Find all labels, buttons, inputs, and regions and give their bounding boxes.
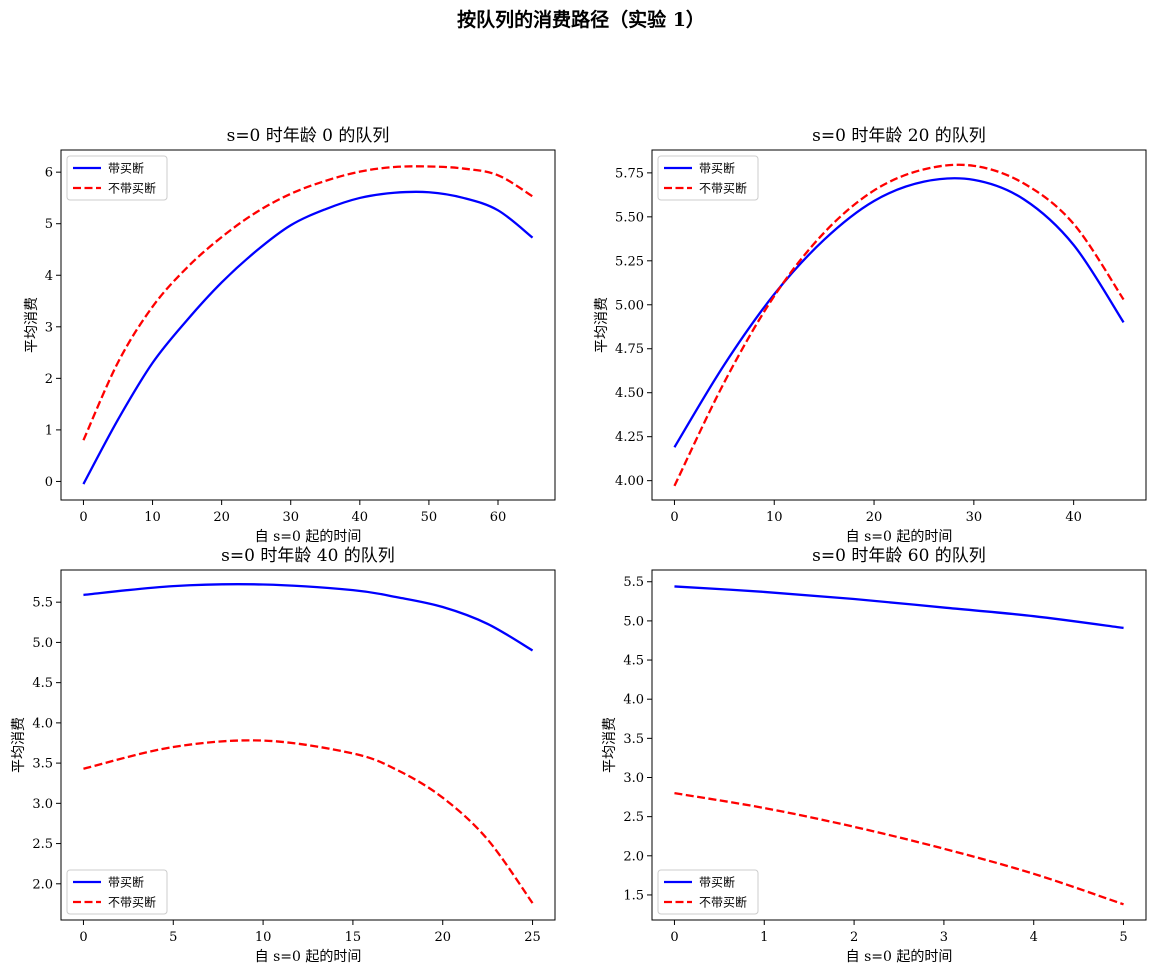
chart-panel: s=0 时年龄 0 的队列 0 10 20 30 40 50 60 0 1 2 3 4 5 6 自 s=0 起… bbox=[24, 126, 556, 545]
y-axis-label: 平均消费 bbox=[11, 717, 27, 773]
x-tick-label: 3 bbox=[940, 930, 948, 945]
x-tick-label: 4 bbox=[1030, 930, 1038, 945]
x-tick-label: 40 bbox=[352, 510, 369, 525]
plot-frame bbox=[651, 569, 1147, 921]
legend-label: 不带买断 bbox=[108, 895, 156, 910]
series-line-with-buyout bbox=[83, 583, 534, 652]
plot-frame bbox=[60, 569, 556, 921]
series-line-without-buyout bbox=[673, 163, 1125, 487]
y-tick-label: 5.0 bbox=[32, 636, 53, 651]
y-tick-label: 4.75 bbox=[615, 342, 644, 357]
y-axis-label: 平均消费 bbox=[602, 717, 618, 773]
y-tick-label: 4.0 bbox=[32, 716, 53, 731]
y-tick-label: 4.5 bbox=[32, 676, 53, 691]
y-axis-label: 平均消费 bbox=[24, 297, 40, 353]
x-tick-label: 5 bbox=[1119, 930, 1127, 945]
legend-label: 不带买断 bbox=[699, 895, 747, 910]
y-tick-label: 2.5 bbox=[623, 810, 644, 825]
x-tick-label: 5 bbox=[169, 930, 177, 945]
x-tick-label: 20 bbox=[866, 510, 883, 525]
x-tick-label: 50 bbox=[421, 510, 438, 525]
y-tick-label: 3.0 bbox=[32, 797, 53, 812]
y-tick-label: 0 bbox=[45, 475, 53, 490]
y-tick-label: 3.0 bbox=[623, 771, 644, 786]
x-axis-label: 自 s=0 起的时间 bbox=[846, 529, 953, 545]
x-tick-label: 40 bbox=[1065, 510, 1082, 525]
x-tick-label: 0 bbox=[79, 510, 87, 525]
panel-title: s=0 时年龄 60 的队列 bbox=[812, 546, 986, 566]
legend-label: 带买断 bbox=[108, 161, 144, 176]
y-tick-label: 5.75 bbox=[615, 166, 644, 181]
y-tick-label: 4.25 bbox=[615, 430, 644, 445]
legend-label: 带买断 bbox=[699, 875, 735, 890]
plot-frame bbox=[60, 149, 556, 501]
y-tick-label: 1.5 bbox=[623, 888, 644, 903]
y-tick-label: 5.0 bbox=[623, 614, 644, 629]
y-tick-label: 4.5 bbox=[623, 654, 644, 669]
x-tick-label: 20 bbox=[213, 510, 230, 525]
panel-title: s=0 时年龄 20 的队列 bbox=[812, 126, 986, 146]
x-tick-label: 15 bbox=[345, 930, 362, 945]
legend-label: 带买断 bbox=[699, 161, 735, 176]
series-line-with-buyout bbox=[674, 585, 1124, 630]
y-tick-label: 4.0 bbox=[623, 693, 644, 708]
panel-title: s=0 时年龄 40 的队列 bbox=[221, 546, 395, 566]
x-tick-label: 0 bbox=[670, 510, 678, 525]
x-tick-label: 20 bbox=[434, 930, 451, 945]
y-tick-label: 5.50 bbox=[615, 210, 644, 225]
series-line-without-buyout bbox=[83, 739, 534, 904]
x-axis-label: 自 s=0 起的时间 bbox=[255, 949, 362, 965]
y-tick-label: 1 bbox=[45, 423, 53, 438]
y-tick-label: 5.25 bbox=[615, 254, 644, 269]
x-tick-label: 2 bbox=[850, 930, 858, 945]
panel-title: s=0 时年龄 0 的队列 bbox=[227, 126, 390, 146]
series-line-with-buyout bbox=[673, 177, 1125, 448]
plot-frame bbox=[651, 149, 1147, 501]
y-tick-label: 5.00 bbox=[615, 298, 644, 313]
series-line-without-buyout bbox=[82, 165, 534, 441]
y-tick-label: 4.00 bbox=[615, 474, 644, 489]
x-axis-label: 自 s=0 起的时间 bbox=[255, 529, 362, 545]
x-tick-label: 60 bbox=[490, 510, 507, 525]
x-tick-label: 0 bbox=[79, 930, 87, 945]
y-axis-label: 平均消费 bbox=[594, 297, 610, 353]
figure-title: 按队列的消费路径（实验 1） bbox=[457, 8, 705, 31]
x-tick-label: 10 bbox=[144, 510, 161, 525]
series-line-with-buyout bbox=[82, 190, 534, 485]
chart-panel: s=0 时年龄 60 的队列 0 1 2 3 4 5 1.5 2.0 2.5 3.0 3.5 4.0 4.… bbox=[602, 546, 1147, 965]
y-tick-label: 6 bbox=[45, 166, 53, 181]
y-tick-label: 5.5 bbox=[623, 575, 644, 590]
y-tick-label: 2.5 bbox=[32, 837, 53, 852]
y-tick-label: 2 bbox=[45, 372, 53, 387]
y-tick-label: 2.0 bbox=[623, 849, 644, 864]
y-tick-label: 2.0 bbox=[32, 877, 53, 892]
y-tick-label: 3 bbox=[45, 320, 53, 335]
legend-label: 不带买断 bbox=[699, 181, 747, 196]
x-tick-label: 10 bbox=[255, 930, 272, 945]
legend-label: 不带买断 bbox=[108, 181, 156, 196]
y-tick-label: 5 bbox=[45, 217, 53, 232]
chart-panel: s=0 时年龄 40 的队列 0 5 10 15 20 25 2.0 2.5 3.0 3.5 4.0 4… bbox=[11, 546, 556, 965]
y-tick-label: 3.5 bbox=[32, 757, 53, 772]
y-tick-label: 4.50 bbox=[615, 386, 644, 401]
y-tick-label: 3.5 bbox=[623, 732, 644, 747]
y-tick-label: 5.5 bbox=[32, 596, 53, 611]
x-tick-label: 30 bbox=[282, 510, 299, 525]
chart-panel: s=0 时年龄 20 的队列 0 10 20 30 40 4.00 4.25 4.50 4.75 5… bbox=[594, 126, 1147, 545]
series-line-without-buyout bbox=[674, 792, 1124, 906]
x-tick-label: 25 bbox=[524, 930, 541, 945]
legend-label: 带买断 bbox=[108, 875, 144, 890]
x-tick-label: 0 bbox=[670, 930, 678, 945]
y-tick-label: 4 bbox=[45, 269, 53, 284]
x-tick-label: 30 bbox=[966, 510, 983, 525]
x-axis-label: 自 s=0 起的时间 bbox=[846, 949, 953, 965]
x-tick-label: 10 bbox=[766, 510, 783, 525]
x-tick-label: 1 bbox=[760, 930, 768, 945]
